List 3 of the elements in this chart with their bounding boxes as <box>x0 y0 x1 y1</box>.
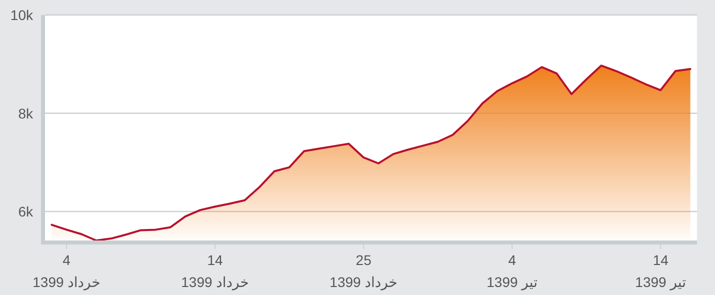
y-tick-label: 6k <box>18 204 34 220</box>
y-tick-label: 10k <box>10 7 34 23</box>
y-tick-label: 8k <box>18 105 34 122</box>
